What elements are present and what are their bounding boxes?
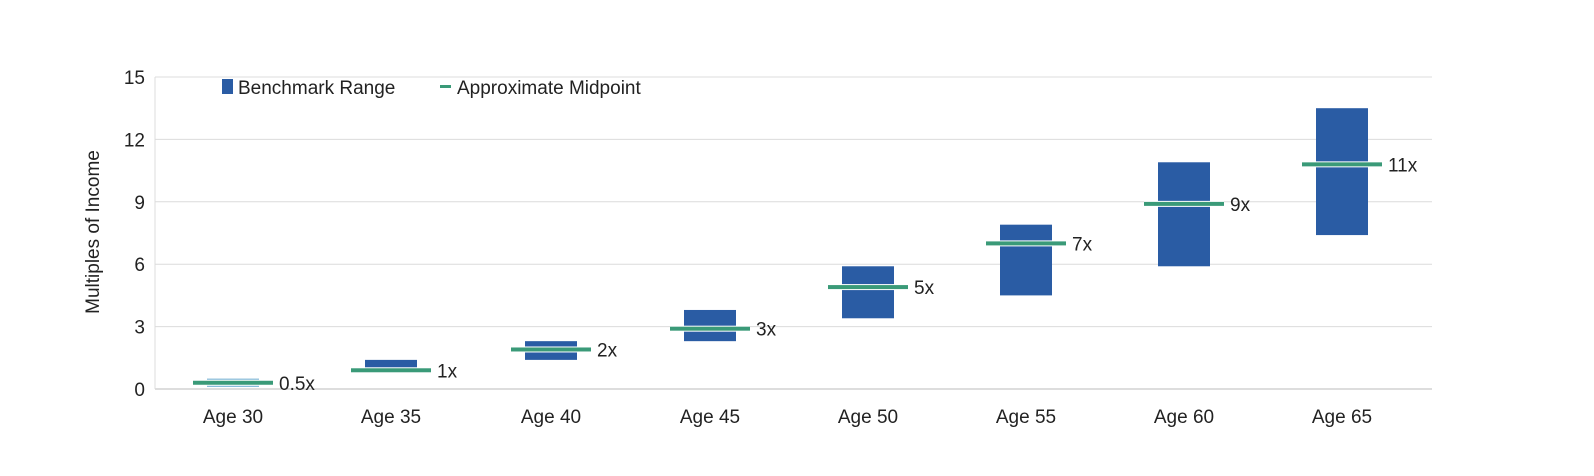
y-tick-label: 6	[134, 255, 145, 276]
y-tick-label: 15	[124, 68, 145, 89]
x-tick-label: Age 55	[996, 407, 1056, 428]
range-bar-age-55	[1000, 224, 1052, 296]
x-tick-label: Age 65	[1312, 407, 1372, 428]
midpoint-value-label: 1x	[437, 361, 458, 382]
midpoint-marker	[828, 285, 908, 290]
midpoint-value-label: 7x	[1072, 234, 1093, 255]
legend: Benchmark Range Approximate Midpoint	[222, 78, 641, 99]
midpoint-value-label: 5x	[914, 278, 935, 299]
range-bar-age-50	[842, 266, 894, 319]
y-tick-label: 12	[124, 130, 145, 151]
midpoint-marker	[1302, 162, 1382, 167]
x-tick-label: Age 30	[203, 407, 263, 428]
range-bars	[207, 108, 1368, 387]
y-tick-label: 3	[134, 318, 145, 339]
midpoint-marker	[193, 380, 273, 385]
midpoint-value-label: 2x	[597, 340, 618, 361]
midpoint-markers	[193, 161, 1382, 386]
midpoint-marker	[670, 326, 750, 331]
y-axis-ticks: 0 3 6 9 12 15	[124, 68, 145, 401]
midpoint-value-label: 9x	[1230, 195, 1251, 216]
midpoint-marker	[1144, 201, 1224, 206]
x-tick-label: Age 45	[680, 407, 740, 428]
x-axis-labels: Age 30 Age 35 Age 40 Age 45 Age 50 Age 55 Age …	[203, 407, 1372, 428]
range-bar-age-35	[365, 359, 417, 369]
midpoint-value-label: 0.5x	[279, 374, 315, 395]
x-tick-label: Age 35	[361, 407, 421, 428]
midpoint-marker	[511, 347, 591, 352]
legend-midpoint-swatch	[440, 85, 451, 88]
legend-range-swatch	[222, 79, 233, 94]
y-tick-label: 9	[134, 193, 145, 214]
range-bar-age-45	[684, 309, 736, 342]
y-axis-label: Multiples of Income	[83, 150, 104, 314]
x-tick-label: Age 50	[838, 407, 898, 428]
midpoint-marker	[986, 241, 1066, 246]
value-labels: 0.5x 1x 2x 3x 5x 7x 9x 11x	[279, 155, 1418, 394]
midpoint-value-label: 3x	[756, 320, 777, 341]
legend-midpoint-label: Approximate Midpoint	[457, 78, 641, 99]
range-bar-age-60	[1158, 162, 1210, 267]
range-bar-age-65	[1316, 108, 1368, 236]
midpoint-marker	[351, 368, 431, 373]
midpoint-value-label: 11x	[1388, 155, 1418, 176]
legend-range-label: Benchmark Range	[238, 78, 395, 99]
x-tick-label: Age 40	[521, 407, 581, 428]
gridlines	[154, 76, 1432, 390]
y-tick-label: 0	[134, 380, 145, 401]
x-tick-label: Age 60	[1154, 407, 1214, 428]
